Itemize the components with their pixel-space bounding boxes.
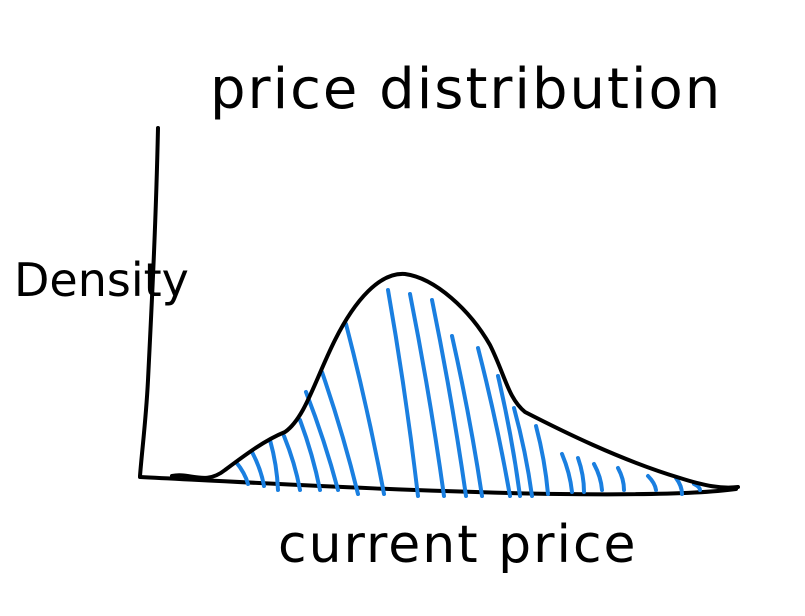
- y-axis-label: Density: [14, 253, 189, 307]
- hatch-stroke: [298, 418, 322, 492]
- hatch-stroke: [320, 370, 360, 496]
- hatch-stroke: [450, 334, 484, 498]
- x-axis-label: current price: [278, 515, 638, 575]
- diagram-title: price distribution: [210, 57, 722, 122]
- hatch-stroke: [616, 466, 626, 492]
- shaded-area: [234, 288, 702, 498]
- hatch-stroke: [386, 288, 420, 498]
- hatch-stroke: [534, 424, 550, 496]
- hatch-stroke: [560, 452, 574, 494]
- hatch-stroke: [646, 474, 658, 492]
- hatch-stroke: [476, 346, 512, 498]
- hatch-stroke: [592, 462, 604, 492]
- hatch-stroke: [282, 434, 302, 492]
- hatch-stroke: [268, 438, 280, 492]
- hatch-stroke: [430, 298, 468, 498]
- hatch-stroke: [674, 476, 684, 496]
- y-axis: [138, 126, 160, 478]
- hatch-stroke: [344, 322, 386, 496]
- hatch-stroke: [408, 292, 446, 498]
- hatch-stroke: [304, 390, 340, 492]
- hatch-stroke: [512, 406, 534, 498]
- hatch-stroke: [496, 374, 522, 498]
- hatch-stroke: [234, 460, 250, 486]
- hatch-stroke: [250, 450, 266, 488]
- hatch-stroke: [576, 456, 586, 494]
- x-axis: [138, 475, 738, 497]
- hatch-stroke: [692, 482, 702, 492]
- density-curve: [170, 271, 740, 490]
